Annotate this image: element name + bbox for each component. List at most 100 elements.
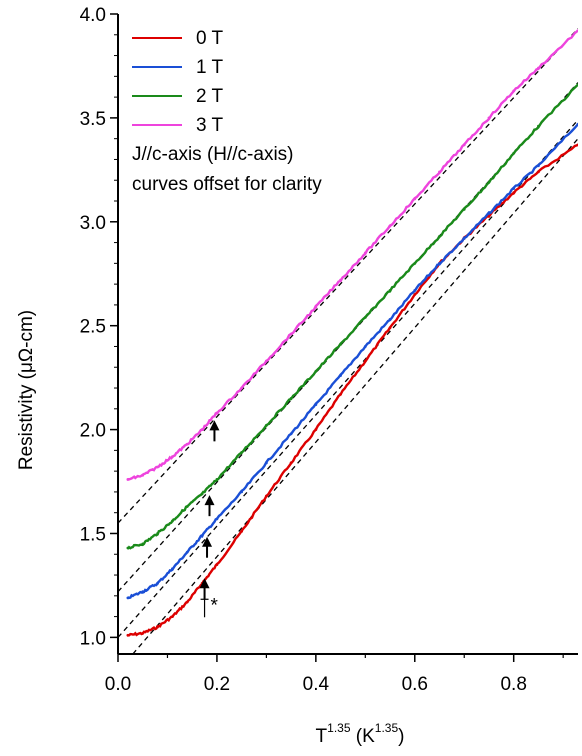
- legend-label: 1 T: [196, 57, 224, 78]
- x-tick-label: 0.6: [402, 674, 428, 695]
- data-point: [339, 342, 342, 346]
- data-point: [200, 428, 204, 431]
- data-point: [141, 590, 145, 594]
- data-point: [314, 403, 318, 407]
- data-point: [537, 164, 540, 168]
- data-point: [126, 478, 130, 481]
- data-point: [363, 359, 367, 363]
- x-axis-title: T1.35 (K1.35): [316, 721, 405, 747]
- data-point: [576, 83, 578, 87]
- data-point: [289, 397, 293, 400]
- data-point: [413, 261, 417, 265]
- data-point: [413, 288, 417, 292]
- data-point: [314, 428, 318, 431]
- data-point: [215, 478, 219, 481]
- x-tick-label: 0.0: [105, 674, 131, 695]
- data-point: [185, 550, 189, 554]
- data-point: [388, 318, 392, 321]
- data-point: [185, 600, 189, 604]
- marker-arrow-2: [202, 536, 213, 558]
- data-point: [240, 490, 244, 494]
- data-point: [413, 293, 417, 296]
- data-point: [289, 332, 293, 336]
- x-axis-title-unit-exp: 1.35: [375, 721, 399, 735]
- data-point: [537, 66, 540, 70]
- legend-label: 0 T: [196, 28, 224, 49]
- data-point: [462, 143, 466, 147]
- data-point: [339, 278, 342, 282]
- arrow-label-3: *: [211, 595, 219, 616]
- y-tick-label: 1.0: [80, 628, 106, 649]
- data-point: [156, 532, 159, 535]
- data-point: [171, 567, 174, 571]
- data-point: [438, 170, 441, 174]
- x-tick-label: 0.2: [204, 674, 230, 695]
- data-point: [363, 345, 367, 348]
- data-point: [264, 359, 268, 363]
- data-point: [339, 392, 342, 396]
- data-point: [141, 631, 145, 635]
- data-point: [126, 633, 130, 637]
- data-point: [438, 261, 441, 265]
- marker-arrow-3: *: [199, 578, 219, 618]
- data-point: [126, 546, 130, 550]
- x-tick-label: 0.8: [500, 674, 526, 695]
- y-tick-label: 3.5: [80, 109, 106, 130]
- data-point: [240, 386, 244, 390]
- data-point: [141, 542, 145, 546]
- data-point: [240, 451, 244, 454]
- data-point: [462, 207, 466, 211]
- data-point: [576, 29, 578, 33]
- data-point: [339, 374, 342, 377]
- data-point: [314, 305, 318, 309]
- data-point: [215, 517, 219, 521]
- marker-arrow-1: [204, 495, 215, 517]
- annotation-line-2: curves offset for clarity: [132, 174, 322, 195]
- fit-line-1: [118, 119, 578, 638]
- data-point: [289, 432, 293, 436]
- annotation-line-1: J//c-axis (H//c-axis): [132, 144, 294, 165]
- data-point: [185, 442, 189, 446]
- data-point: [126, 596, 130, 600]
- data-point: [462, 237, 466, 240]
- data-point: [171, 455, 174, 458]
- data-point: [487, 180, 491, 184]
- data-point: [388, 326, 392, 330]
- data-point: [413, 197, 417, 201]
- data-point: [512, 191, 516, 195]
- data-point: [289, 461, 293, 465]
- data-point: [156, 625, 159, 629]
- y-tick-label: 1.5: [80, 524, 106, 545]
- y-tick-label: 4.0: [80, 5, 106, 26]
- data-point: [512, 151, 516, 155]
- legend: 0 T 1 T 2 T 3 T: [132, 28, 224, 136]
- y-axis-title: Resistivity (μΩ-cm): [16, 310, 37, 470]
- data-point: [576, 143, 578, 147]
- data-point: [512, 89, 516, 93]
- data-point: [200, 492, 204, 496]
- data-point: [156, 581, 159, 585]
- data-point: [314, 370, 318, 373]
- data-point: [240, 530, 244, 533]
- y-tick-label: 3.0: [80, 213, 106, 234]
- legend-label: 2 T: [196, 86, 224, 107]
- legend-label: 3 T: [196, 115, 224, 136]
- data-point: [200, 534, 204, 537]
- data-point: [537, 170, 540, 174]
- y-tick-label: 2.0: [80, 421, 106, 442]
- x-axis-title-unit-close: ): [398, 726, 404, 747]
- data-point: [171, 615, 174, 618]
- data-point: [537, 124, 540, 128]
- fit-line-3: [118, 28, 578, 524]
- series-line-0t: [127, 143, 578, 637]
- data-point: [363, 251, 367, 255]
- x-axis-title-unit-open: (K: [351, 726, 376, 747]
- data-point: [141, 473, 145, 477]
- y-tick-label: 2.5: [80, 317, 106, 338]
- data-point: [576, 122, 578, 126]
- data-point: [388, 224, 392, 228]
- x-axis-title-base: T: [316, 726, 328, 747]
- data-point: [264, 461, 268, 465]
- data-point: [388, 288, 392, 292]
